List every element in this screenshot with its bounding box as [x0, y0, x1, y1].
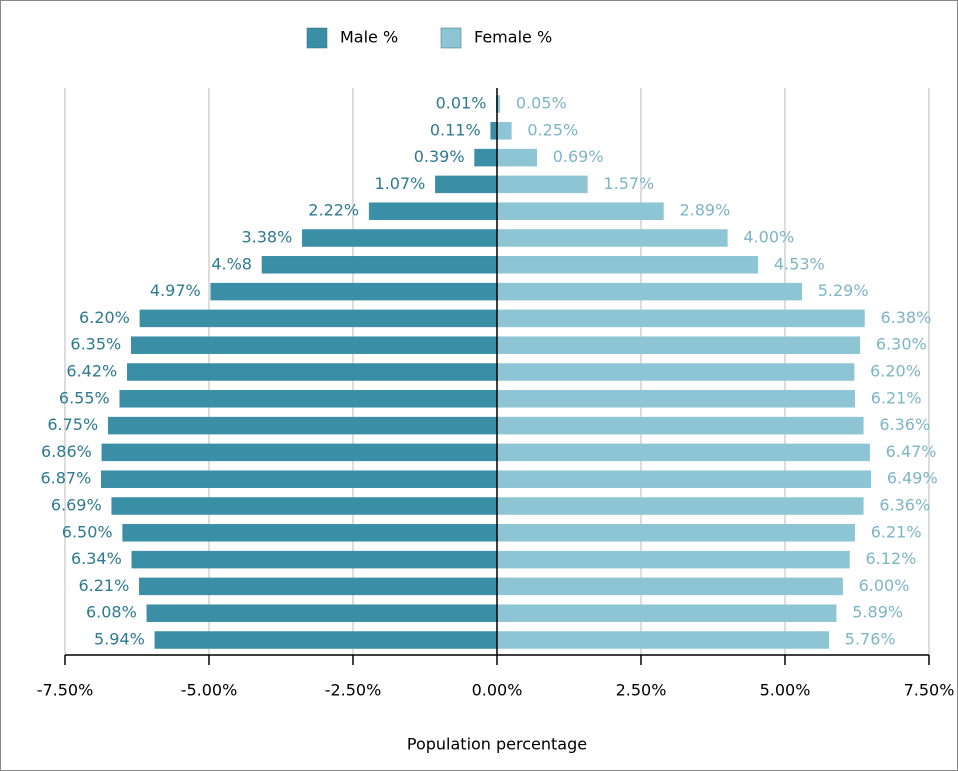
data-label: 6.36%	[879, 415, 930, 434]
bar	[130, 336, 498, 354]
bar	[101, 470, 498, 488]
x-tick-label: -7.50%	[37, 681, 94, 700]
data-label: 6.55%	[59, 388, 110, 407]
x-axis-label: Population percentage	[407, 735, 587, 754]
bar	[496, 175, 588, 194]
data-label: 6.38%	[880, 308, 931, 327]
bar	[101, 443, 498, 462]
bar	[126, 363, 498, 381]
data-label: 6.21%	[78, 576, 129, 595]
legend-swatch	[306, 27, 328, 49]
data-label: 4.00%	[743, 228, 794, 247]
data-label: 6.36%	[879, 496, 930, 515]
x-tick-label: 5.00%	[760, 681, 811, 700]
x-tick-label: 7.50%	[904, 681, 955, 700]
x-tick-label: -2.50%	[325, 681, 382, 700]
bar	[131, 550, 498, 569]
data-label: 6.30%	[876, 335, 927, 354]
bar	[496, 202, 664, 220]
data-label: 6.50%	[62, 522, 113, 541]
data-label: 6.86%	[41, 442, 92, 461]
data-label: 5.29%	[818, 281, 869, 300]
x-tick-label: -5.00%	[181, 681, 238, 700]
bar	[496, 631, 830, 649]
bar	[496, 470, 872, 488]
data-label: 6.35%	[70, 335, 121, 354]
data-label: 2.89%	[679, 201, 730, 220]
bar	[496, 122, 512, 140]
data-label: 3.38%	[241, 228, 292, 247]
bar	[261, 256, 498, 274]
data-label: 5.94%	[94, 630, 145, 649]
data-label: 6.00%	[859, 576, 910, 595]
bar	[122, 524, 498, 542]
bar	[435, 175, 498, 194]
bar	[119, 390, 498, 408]
bar	[368, 202, 498, 220]
bar	[210, 282, 498, 301]
data-label: 0.05%	[516, 94, 567, 113]
data-label: 0.11%	[430, 120, 481, 139]
data-label: 4.%8	[211, 254, 252, 273]
data-label: 6.21%	[871, 388, 922, 407]
bar	[496, 390, 855, 408]
data-label: 2.22%	[308, 201, 359, 220]
bar	[107, 416, 498, 435]
data-label: 4.53%	[774, 254, 825, 273]
x-tick-label: 0.00%	[472, 681, 523, 700]
bar	[139, 577, 498, 596]
data-label: 0.69%	[553, 147, 604, 166]
bar	[302, 229, 498, 247]
data-label: 6.20%	[870, 362, 921, 381]
bar	[496, 309, 865, 328]
bar	[496, 148, 537, 167]
bar	[139, 309, 498, 328]
bar	[496, 363, 855, 381]
data-label: 4.97%	[150, 281, 201, 300]
data-label: 6.08%	[86, 603, 137, 622]
bar	[496, 604, 837, 622]
data-label: 6.21%	[871, 522, 922, 541]
bar	[146, 604, 498, 622]
bar	[496, 256, 759, 274]
x-tick-label: 2.50%	[616, 681, 667, 700]
data-label: 0.01%	[436, 94, 487, 113]
bar	[496, 577, 843, 596]
bar	[111, 497, 498, 515]
bar	[496, 229, 728, 247]
bar	[496, 336, 861, 354]
bar	[474, 148, 498, 167]
data-label: 6.12%	[866, 549, 917, 568]
data-label: 6.47%	[886, 442, 937, 461]
data-label: 5.89%	[852, 603, 903, 622]
legend-swatch	[440, 27, 462, 49]
data-label: 5.76%	[845, 630, 896, 649]
legend-label: Male %	[340, 28, 398, 47]
data-label: 6.87%	[40, 469, 91, 488]
data-label: 1.07%	[375, 174, 426, 193]
data-label: 6.49%	[887, 469, 938, 488]
data-label: 0.25%	[527, 120, 578, 139]
data-label: 1.57%	[603, 174, 654, 193]
legend-label: Female %	[474, 28, 552, 47]
bar	[496, 550, 850, 569]
bar	[496, 416, 864, 435]
data-label: 0.39%	[414, 147, 465, 166]
bar	[496, 443, 870, 462]
bar	[490, 122, 498, 140]
data-label: 6.20%	[79, 308, 130, 327]
data-label: 6.42%	[66, 362, 117, 381]
data-label: 6.69%	[51, 496, 102, 515]
data-label: 6.75%	[47, 415, 98, 434]
bar	[496, 282, 802, 301]
bar	[496, 524, 855, 542]
bar	[154, 631, 498, 649]
data-label: 6.34%	[71, 549, 122, 568]
bar	[496, 497, 864, 515]
